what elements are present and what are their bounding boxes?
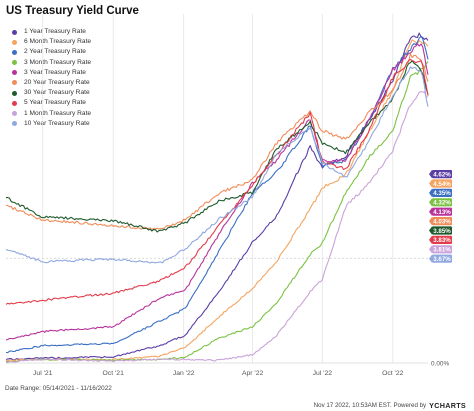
end-value-badge — [432, 254, 452, 263]
end-value-badge — [432, 235, 452, 244]
end-value-badge — [432, 198, 452, 207]
legend-label: 2 Year Treasury Rate — [24, 48, 86, 56]
end-value-label: 3.83% — [433, 237, 451, 244]
footer-credit: Nov 17 2022, 10:53AM EST. Powered by YCH… — [314, 401, 466, 410]
legend-item[interactable]: 2 Year Treasury Rate — [12, 47, 91, 57]
legend-swatch — [12, 39, 17, 45]
series-line — [5, 66, 429, 264]
series-line — [5, 61, 429, 363]
legend-item[interactable]: 1 Year Treasury Rate — [12, 27, 91, 37]
end-value-pointer — [429, 226, 432, 235]
legend-label: 10 Year Treasury Rate — [24, 119, 90, 127]
end-value-label: 3.85% — [433, 228, 451, 235]
series-line — [5, 39, 429, 362]
end-value-label: 3.67% — [433, 256, 451, 263]
end-value-pointer — [429, 198, 432, 207]
legend-swatch — [12, 49, 17, 55]
end-value-label: 4.13% — [433, 209, 451, 216]
legend-item[interactable]: 30 Year Treasury Rate — [12, 88, 91, 98]
x-tick-label: Apr '22 — [242, 370, 264, 377]
legend-label: 3 Month Treasury Rate — [24, 58, 92, 66]
legend-label: 1 Month Treasury Rate — [24, 109, 92, 117]
end-value-pointer — [429, 235, 432, 244]
timestamp: Nov 17 2022, 10:53AM EST. — [313, 402, 392, 409]
legend-item[interactable]: 1 Month Treasury Rate — [12, 109, 91, 119]
end-value-label: 4.32% — [433, 200, 451, 207]
end-value-label: 4.35% — [433, 190, 451, 197]
ycharts-logo[interactable]: YCHARTS — [429, 401, 466, 410]
end-value-label: 3.81% — [433, 247, 451, 254]
chart-title: US Treasury Yield Curve — [6, 5, 139, 17]
end-value-label: 4.54% — [433, 181, 451, 188]
y-tick-label: 0.00% — [431, 361, 449, 368]
x-tick-label: Jan '22 — [173, 370, 195, 377]
legend-item[interactable]: 3 Month Treasury Rate — [12, 58, 91, 68]
end-value-badge — [432, 170, 452, 179]
legend-label: 20 Year Treasury Rate — [24, 78, 90, 86]
end-value-pointer — [429, 207, 432, 216]
end-value-badge — [432, 226, 452, 235]
series-line — [5, 53, 429, 231]
legend-swatch — [12, 70, 17, 76]
end-value-badge — [432, 245, 452, 254]
powered-by-text: Powered by — [393, 402, 427, 409]
legend-item[interactable]: 3 Year Treasury Rate — [12, 68, 91, 78]
date-range: Date Range: 05/14/2021 - 11/16/2022 — [5, 385, 112, 392]
x-tick-label: Oct '22 — [382, 370, 404, 377]
x-tick-label: Oct '21 — [103, 370, 125, 377]
x-tick-label: Jul '21 — [33, 370, 53, 377]
series-line — [5, 58, 429, 305]
legend-swatch — [12, 29, 17, 35]
series-line — [5, 90, 429, 364]
legend-item[interactable]: 5 Year Treasury Rate — [12, 98, 91, 108]
legend-swatch — [12, 111, 17, 116]
legend-label: 3 Year Treasury Rate — [24, 68, 86, 76]
x-tick-label: Jul '22 — [313, 370, 333, 377]
end-value-label: 4.03% — [433, 218, 451, 225]
legend-swatch — [12, 121, 17, 127]
series-line — [5, 32, 429, 361]
legend-label: 1 Year Treasury Rate — [24, 28, 86, 35]
legend-label: 6 Month Treasury Rate — [24, 38, 92, 46]
legend-swatch — [12, 80, 17, 86]
end-value-pointer — [429, 188, 432, 197]
end-value-badge — [432, 207, 452, 216]
end-value-pointer — [429, 217, 432, 226]
end-value-label: 4.62% — [433, 171, 451, 178]
legend-item[interactable]: 10 Year Treasury Rate — [12, 119, 91, 129]
series-line — [5, 43, 429, 341]
end-value-badge — [432, 179, 452, 188]
end-value-pointer — [429, 179, 432, 188]
end-value-badge — [432, 188, 452, 197]
end-value-pointer — [429, 245, 432, 254]
end-value-badge — [432, 217, 452, 226]
end-value-pointer — [429, 254, 432, 263]
legend-item[interactable]: 6 Month Treasury Rate — [12, 37, 91, 47]
legend-label: 5 Year Treasury Rate — [24, 99, 86, 107]
legend-item[interactable]: 20 Year Treasury Rate — [12, 78, 91, 88]
legend-label: 30 Year Treasury Rate — [24, 89, 90, 97]
series-line — [6, 60, 429, 233]
chart-legend: 1 Year Treasury Rate 6 Month Treasury Rat… — [12, 27, 91, 129]
end-value-pointer — [429, 170, 432, 179]
series-line — [5, 35, 429, 354]
legend-swatch — [12, 90, 17, 96]
legend-swatch — [12, 60, 17, 66]
legend-swatch — [12, 100, 17, 106]
